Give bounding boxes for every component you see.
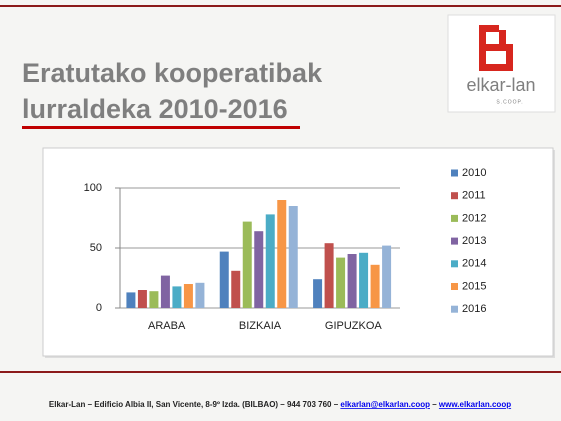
x-tick-label: BIZKAIA (239, 320, 282, 332)
bar (149, 291, 159, 308)
bar (347, 254, 357, 308)
legend-swatch (451, 260, 458, 268)
legend-swatch (451, 305, 458, 313)
bar (219, 251, 229, 308)
y-tick-label: 100 (84, 182, 102, 194)
bar (324, 243, 334, 308)
bar (137, 290, 147, 308)
legend-swatch (451, 237, 458, 245)
logo-icon (479, 25, 513, 71)
bar (231, 270, 241, 308)
logo-subtitle: S.COOP. (496, 99, 523, 105)
footer-email[interactable]: elkarlan@elkarlan.coop (340, 400, 430, 409)
bar (382, 245, 392, 308)
bar (313, 279, 323, 308)
title-line: Eratutako kooperatibak (22, 58, 323, 88)
x-tick-label: ARABA (148, 320, 186, 332)
legend-label: 2011 (462, 190, 486, 202)
legend-swatch (451, 192, 458, 200)
y-tick-label: 50 (90, 242, 102, 254)
chart-area (42, 147, 554, 357)
y-tick-label: 0 (96, 302, 102, 314)
bar (126, 292, 136, 308)
footer: Elkar-Lan – Edificio Albia II, San Vicen… (49, 400, 511, 409)
chart: 0 50 100 ARABA BIZKAIA GIPUZKOA 2010 2011 2012 20… (84, 167, 487, 332)
legend-label: 2012 (462, 212, 486, 224)
footer-text: Elkar-Lan – Edificio Albia II, San Vicen… (49, 400, 339, 409)
legend-label: 2010 (462, 167, 486, 179)
legend-label: 2015 (462, 280, 486, 292)
bar (277, 200, 287, 308)
bar (265, 214, 275, 308)
bar (370, 264, 380, 308)
title-underline (22, 126, 300, 129)
bar (195, 282, 205, 308)
logo-box (447, 14, 556, 113)
legend-swatch (451, 214, 458, 222)
x-tick-label: GIPUZKOA (325, 320, 383, 332)
legend-label: 2014 (462, 258, 486, 270)
logo: elkar-lan S.COOP. (447, 14, 556, 113)
logo-name: elkar-lan (466, 75, 535, 95)
bar (172, 286, 182, 308)
legend-swatch (451, 169, 458, 177)
legend-swatch (451, 283, 458, 290)
bar (242, 221, 252, 308)
footer-website[interactable]: www.elkarlan.coop (438, 400, 511, 409)
bar (359, 252, 369, 308)
bar (336, 257, 346, 308)
bar (183, 284, 193, 308)
bar (160, 275, 170, 308)
legend-label: 2013 (462, 235, 486, 247)
bar (288, 206, 298, 308)
title-line: lurraldeka 2010-2016 (22, 94, 288, 124)
bar (254, 231, 264, 308)
footer-separator: – (432, 400, 437, 409)
legend-label: 2016 (462, 303, 486, 315)
